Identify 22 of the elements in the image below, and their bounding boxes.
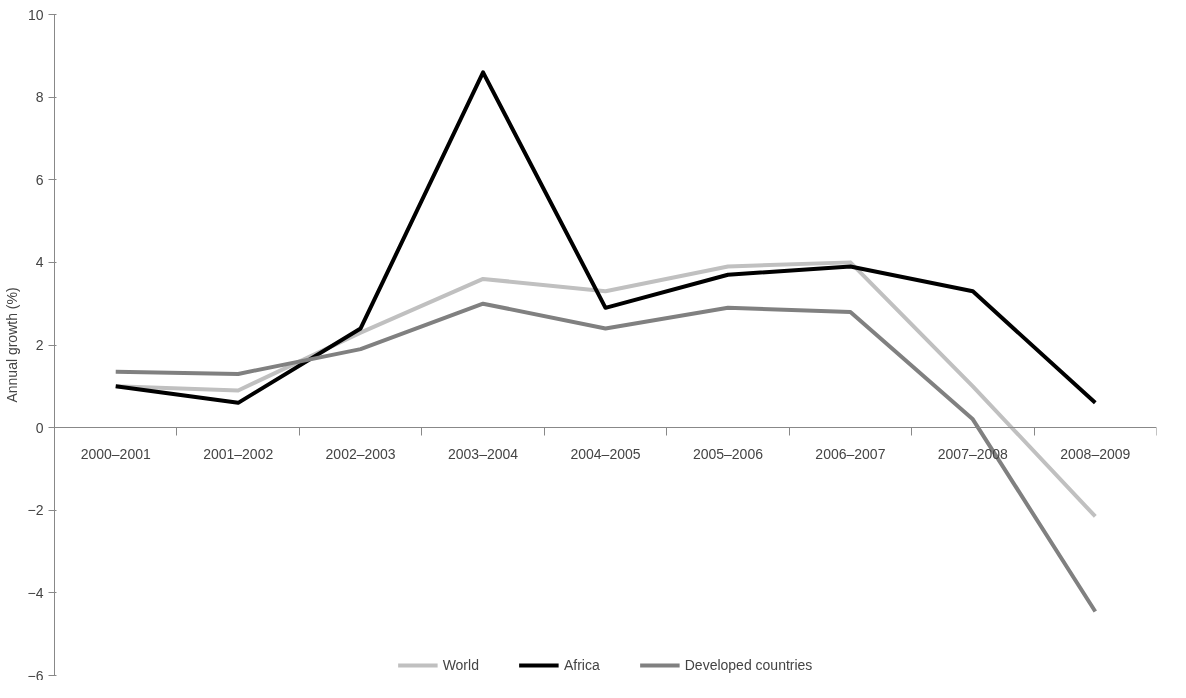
- x-tick-label: 2003–2004: [448, 445, 519, 462]
- x-tick-label: 2000–2001: [80, 445, 151, 462]
- x-tick-label: 2006–2007: [815, 445, 886, 462]
- y-tick-label: −4: [27, 584, 44, 601]
- legend-label: Africa: [563, 657, 600, 673]
- y-tick-label: −2: [27, 502, 44, 519]
- legend-label: Developed countries: [684, 657, 813, 673]
- x-tick-label: 2008–2009: [1060, 445, 1131, 462]
- x-tick-label: 2002–2003: [325, 445, 396, 462]
- y-axis-title: Annual growth (%): [3, 287, 20, 403]
- y-tick-label: 6: [35, 171, 44, 188]
- y-tick-label: 10: [27, 6, 44, 23]
- x-tick-label: 2004–2005: [570, 445, 641, 462]
- y-tick-label: 8: [35, 89, 44, 106]
- y-tick-label: 2: [35, 337, 44, 353]
- y-tick-label: −6: [27, 667, 44, 684]
- y-tick-label: 4: [35, 254, 44, 271]
- x-tick-label: 2005–2006: [692, 445, 764, 462]
- y-tick-label: 0: [35, 419, 44, 436]
- line-series: [113, 70, 1098, 405]
- legend-label: World: [442, 657, 479, 673]
- x-tick-label: 2001–2002: [203, 445, 274, 462]
